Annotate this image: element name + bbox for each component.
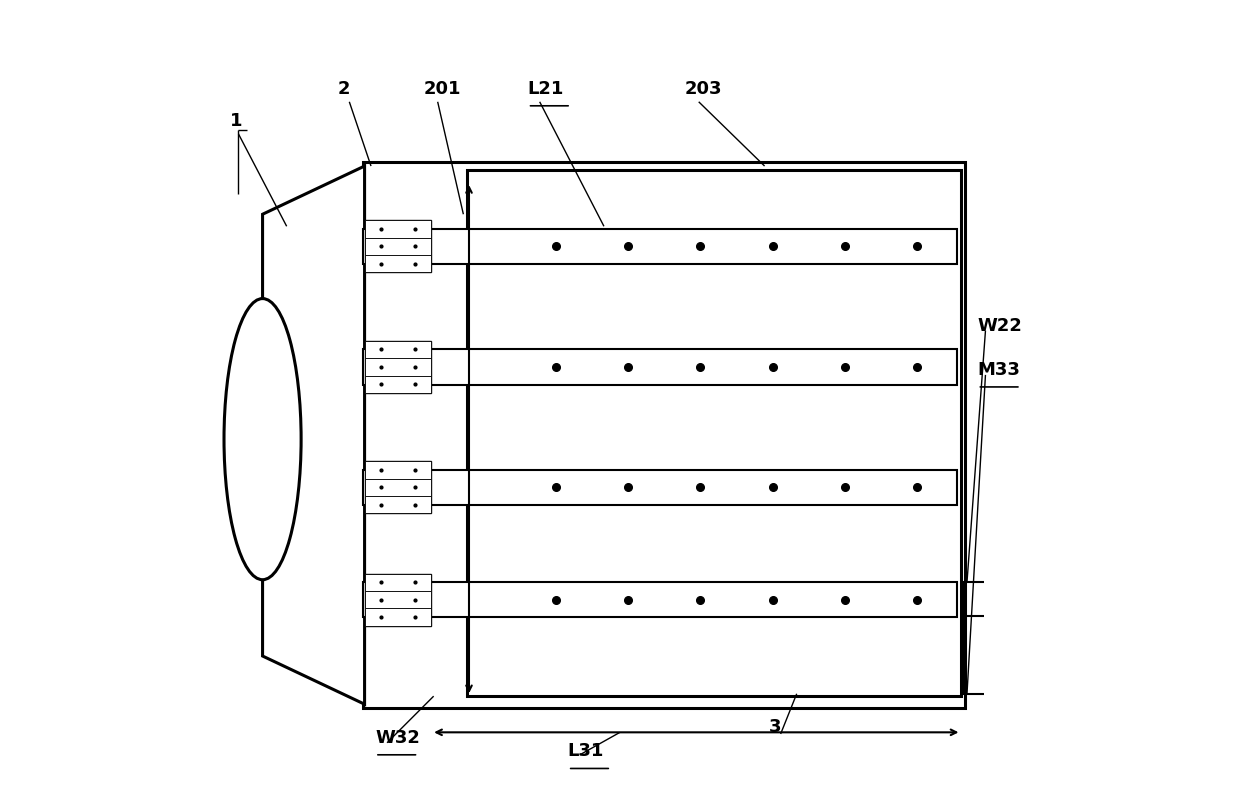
Ellipse shape <box>224 298 301 580</box>
Bar <box>365 496 432 513</box>
Bar <box>365 255 432 272</box>
Bar <box>365 376 432 393</box>
Bar <box>363 349 957 384</box>
Text: W22: W22 <box>977 317 1022 334</box>
Bar <box>365 358 432 376</box>
Bar <box>365 479 432 496</box>
Bar <box>365 461 432 479</box>
Bar <box>365 220 432 238</box>
Text: L21: L21 <box>528 80 564 98</box>
Bar <box>365 220 432 272</box>
Bar <box>365 461 432 513</box>
Text: 1: 1 <box>231 112 243 130</box>
Polygon shape <box>263 166 365 704</box>
Bar <box>365 591 432 609</box>
Bar <box>363 582 957 617</box>
Bar <box>363 162 966 708</box>
Bar <box>365 238 432 255</box>
Bar <box>363 470 957 505</box>
Bar <box>467 170 961 696</box>
Text: 201: 201 <box>423 80 461 98</box>
Bar <box>365 574 432 626</box>
Text: W32: W32 <box>374 729 420 747</box>
Bar <box>363 229 957 264</box>
Bar <box>365 609 432 626</box>
Text: 2: 2 <box>337 80 350 98</box>
Bar <box>365 341 432 358</box>
Text: M33: M33 <box>977 361 1021 379</box>
Bar <box>365 574 432 591</box>
Text: L31: L31 <box>568 742 604 760</box>
Text: 3: 3 <box>769 718 781 737</box>
Bar <box>365 341 432 393</box>
Text: 203: 203 <box>684 80 722 98</box>
